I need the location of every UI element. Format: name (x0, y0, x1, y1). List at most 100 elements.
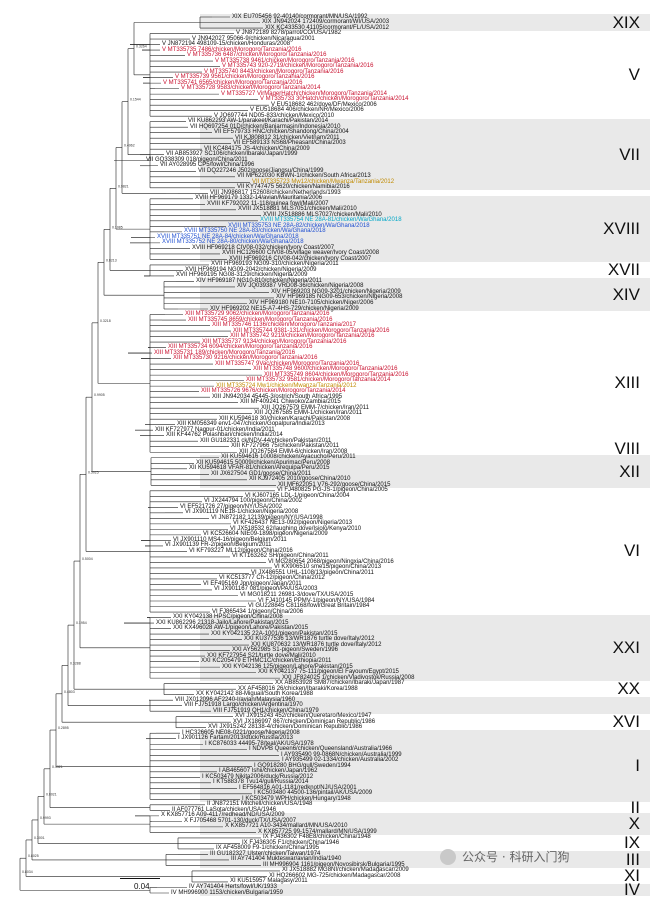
tree-leaf-label: V JN872189 8278/parrot/CO/USA/1982 (236, 30, 342, 37)
tree-leaf-label: XVIII MT335753 NE 28A-82/chicken/Wa/Ghan… (228, 222, 370, 229)
tree-leaf-label: V MT335738 9461/chicken/Morogoro/Tanzani… (215, 57, 355, 64)
genotype-band (200, 14, 650, 31)
genotype-band (200, 278, 650, 312)
tree-leaf-label: XIII JN942034 45445-3/ostrich/South Afri… (212, 393, 343, 400)
bootstrap-value: 0.8021 (46, 792, 57, 796)
tree-leaf-label: XIV HF969202 NE15-A7-4HS-729/chicken/Nig… (210, 305, 359, 312)
genotype-label: XIX (612, 12, 640, 32)
tree-leaf-label: XIII MT335748 9600/chicken/Morogoro/Tanz… (253, 366, 398, 373)
genotype-band (200, 730, 650, 802)
tree-leaf-label: XIV JQ039387 VRD08-36/chicken/Nigeria/20… (237, 283, 364, 290)
tree-leaf-label: VI JX901167 081/pigeon/PA/USA/2003 (214, 586, 318, 593)
tree-leaf-label: XIII KF727977 Nagpur-01/chicken/India/20… (155, 426, 275, 433)
tree-leaf-label: XVIII MT335754 NE 28A-81/chicken/Wa/Ghan… (260, 217, 402, 224)
tree-leaf-label: VII KJ808812 31/chicken/Vietnam/2011 (235, 134, 340, 141)
tree-leaf-label: VIII FJ751919 QH1/chicken/China/1979 (213, 707, 319, 714)
genotype-label: IX (623, 833, 640, 853)
tree-leaf-label: XI KU515957 Malagasy/2011 (230, 878, 308, 885)
genotype-label: XVII (607, 260, 640, 280)
tree-leaf-label: XX KY042142 88-Miguail/South Korea/1988 (196, 691, 314, 698)
genotype-label: XIII (614, 373, 640, 393)
tree-leaf-label: VI JX486551 UHL-1108/13/pigeon/China/201… (251, 569, 374, 576)
tree-leaf-label: VI JX518532 62/laughing dove/Isiolo/Keny… (230, 525, 362, 532)
genotype-band (200, 195, 650, 262)
tree-leaf-label: XIII MT335730 9216/chicken/Morogoro/Tanz… (173, 355, 318, 362)
tree-leaf-label: XIII MF409241 Chiwoko/Zambia/2015 (240, 399, 341, 406)
tree-leaf-label: XXI KY042138 HPSC/pigeon/China/2008 (173, 614, 283, 621)
tree-leaf-label: VI KF426437 NE13-092/pigeon/Nigeria/2013 (233, 520, 353, 527)
genotype-label: XI (623, 866, 640, 886)
tree-leaf-label: XIX KC433530 41105/cormorant/FL/USA/2012 (265, 24, 389, 31)
tree-leaf-label: VI JX901139 FR-2/pigeon/Belgium/2011 (165, 542, 272, 549)
tree-leaf-label: VI JX901110 MS4-16/pigeon/Belgium/2011 (173, 536, 287, 543)
genotype-label: VII (619, 144, 640, 164)
tree-leaf-label: VI KC513777 Ch-12/pigeon/China/2012 (219, 575, 325, 582)
tree-leaf-label: VII MF622030 KBWN-1/chicken/South Africa… (237, 173, 371, 180)
scale-bar-line (120, 878, 160, 879)
tree-leaf-label: I AY935499 02-1334/chicken/Australia/200… (282, 757, 399, 764)
bootstrap-value: 0.9821 (118, 184, 129, 188)
tree-leaf-label: XVIII JX518881 MLS7051/chicken/Mali/2010 (238, 206, 357, 213)
tree-leaf-label: XII KU594616 10008/chicken/Ayacucho/Peru… (221, 454, 356, 461)
bootstrap-value: 0.3264 (136, 45, 147, 49)
tree-leaf-label: XVI JX915242 28138-4/chicken/Dominican R… (208, 724, 363, 731)
tree-leaf-label: XXI KC205479 ETHMC1C/chicken/Ethiopia/20… (201, 658, 332, 665)
tree-leaf-label: V MT335736 6487/chicken/Morogoro/Tanzani… (187, 52, 327, 59)
tree-leaf-label: III GU182327 Ulster/chicken/Taiwan/1974 (210, 850, 321, 857)
tree-leaf-label: XVIII MT335752 NE 28A-80/chicken/Wa/Ghan… (162, 239, 304, 246)
tree-leaf-label: VI JN872182 12139/pigeon/NY/USA/1998 (211, 514, 323, 521)
bootstrap-value: 0.4803 (64, 690, 75, 694)
tree-leaf-label: VII HQ697254 01D/chicken/Banjarmasin/Ind… (190, 123, 341, 130)
bootstrap-value: 0.9993 (40, 816, 51, 820)
genotype-band (200, 454, 650, 488)
tree-leaf-label: X KX857725 99-1574/mallard/MN/USA/1999 (258, 828, 377, 835)
tree-leaf-label: VI KC526604 NIE09-1898/pigeon/Nigeria/20… (203, 531, 328, 538)
tree-leaf-label: I JX901126 Fartam/2013/duck/Russia/2013 (178, 735, 293, 742)
tree-leaf-label: XVIII HF969216 CIV08-042/chicken/Ivory C… (229, 255, 372, 262)
tree-leaf-label: XXI AY562985 S1-pigeon/Sweden/1996 (232, 647, 338, 654)
tree-leaf-label: VI KF793227 ML12/pigeon/China/2016 (189, 547, 293, 554)
genotype-label: XXI (612, 637, 640, 657)
tree-leaf-label: V JN942027 95066-9/chicken/Nicaragua/200… (192, 35, 315, 42)
tree-leaf-label: XIII MT335734 6094/chicken/Morogoro/Tanz… (168, 344, 313, 351)
tree-leaf-label: XXI KU377536 13/WR1876 turtle dove/Italy… (244, 636, 375, 643)
tree-leaf-label: XIII MT335731 189/chicken/Morogoro/Tanza… (154, 349, 296, 356)
genotype-band (200, 851, 650, 868)
tree-leaf-label: IV MH996900 1153/chicken/Bulgaria/1959 (171, 889, 283, 896)
tree-leaf-label: IX AF458009 F9-1/chicken/China/1995 (216, 845, 320, 852)
genotype-label: XVIII (603, 219, 640, 239)
tree-leaf-label: XXI KU862296 21318-Jailo/Lahore/Pakistan… (156, 619, 289, 626)
tree-leaf-label: VI KX906510 sme15/pigeon/China/2013 (274, 564, 382, 571)
tree-leaf-label: V JQ697744 ND05-833/chicken/Mexico/2010 (214, 112, 335, 119)
tree-leaf-label: XVIII HC126600 CIV08-05/village weaver/I… (222, 250, 380, 257)
tree-leaf-label: XIV HF969185 NG09-653/chicken/Nigeria/20… (276, 294, 403, 301)
genotype-label: IV (623, 880, 640, 900)
tree-leaf-label: XII KJ972405 2010/goose/China/2010 (249, 476, 351, 483)
genotype-band (200, 697, 650, 714)
tree-leaf-label: I NDVPB Queen6/chicken/Queensland/Austra… (249, 746, 393, 753)
tree-leaf-label: XIII MT335726 9676/chicken/Morogoro/Tanz… (201, 388, 346, 395)
tree-leaf-label: XXI KY042135 22A-1001/pigeon/Pakistan/20… (211, 630, 338, 637)
tree-leaf-label: V MT335735 7486/chicken/Morogoro/Tanzani… (162, 46, 302, 53)
tree-leaf-label: VII MT335723 Mw12/chicken/Mwanza/Tanzani… (252, 178, 395, 185)
tree-leaf-label: XVIII MT335750 NE 28A-83/chicken/Wa/Ghan… (184, 228, 326, 235)
tree-leaf-label: IX FJ436305 F1/chicken/China/1946 (242, 839, 340, 846)
genotype-label: XIV (612, 285, 640, 305)
tree-leaf-label: XVII HF969195 NG08-3129/chicken/Nigeria/… (176, 272, 308, 279)
tree-leaf-label: XXI KU870632 13/WR1876 turtle dove/Italy… (251, 641, 382, 648)
scale-bar: 0.04 (120, 878, 200, 898)
bootstrap-value: 0.8025 (28, 854, 39, 858)
tree-leaf-label: XIII MT335749 8604/chicken/Morogoro/Tanz… (264, 371, 409, 378)
scale-bar-label: 0.04 (134, 882, 150, 891)
tree-leaf-label: V JN872194 498109-15/chicken/Honduras/20… (162, 41, 291, 48)
tree-leaf-label: XXI JF824025 1/chicken/Vladivostok/Russi… (282, 674, 415, 681)
tree-leaf-label: V EU518684 406/chicken/NR/Mexico/2006 (250, 107, 364, 114)
tree-leaf-label: XI HQ266602 MG-725/chicken/Madagascar/20… (269, 872, 401, 879)
tree-leaf-label: VII EF589133 NS68/Pheasant/China/2003 (233, 140, 346, 147)
tree-leaf-label: XXI KX496028 AW-1/pigeon/Lahore/Pakistan… (173, 625, 309, 632)
tree-leaf-label: XIII KM056349 env1-047/chicken/Gopalpura… (177, 421, 325, 428)
tree-leaf-label: XIX EU705456 92-40140/cormorant/MN/USA/1… (232, 13, 368, 20)
tree-leaf-label: VI EF495169 Jpn/pigeon/Japan/2011 (203, 580, 302, 587)
